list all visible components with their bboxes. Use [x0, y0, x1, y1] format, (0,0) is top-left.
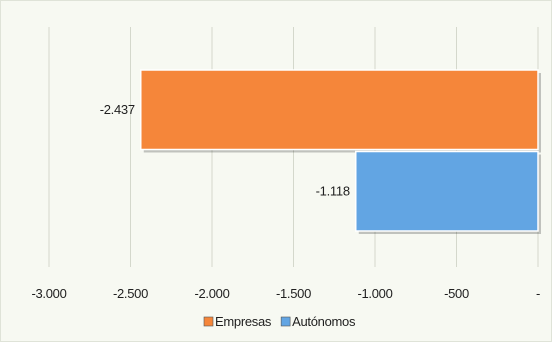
data-label-0: -2.437: [100, 102, 135, 117]
x-tick-label-3: -1.500: [276, 286, 311, 301]
legend-swatch-0: [203, 316, 214, 327]
x-tick-label-0: -3.000: [31, 286, 66, 301]
x-tick-label-2: -2.000: [194, 286, 229, 301]
x-tick-label-1: -2.500: [113, 286, 148, 301]
bar-autnomos: [355, 150, 539, 232]
x-axis-ticks: -3.000 -2.500 -2.000 -1.500 -1.000 -500 -: [31, 286, 540, 301]
x-tick-label-4: -1.000: [357, 286, 392, 301]
bars: [140, 69, 542, 234]
bar-empresas: [140, 69, 539, 151]
x-tick-label-6: -: [536, 286, 540, 301]
x-tick-label-5: -500: [444, 286, 469, 301]
legend-swatch-1: [280, 316, 291, 327]
legend-label-0: Empresas: [215, 314, 272, 329]
data-label-1: -1.118: [316, 183, 350, 198]
legend-label-1: Autónomos: [292, 314, 356, 329]
legend: Empresas Autónomos: [203, 314, 356, 329]
data-labels: -2.437 -1.118: [100, 102, 350, 199]
